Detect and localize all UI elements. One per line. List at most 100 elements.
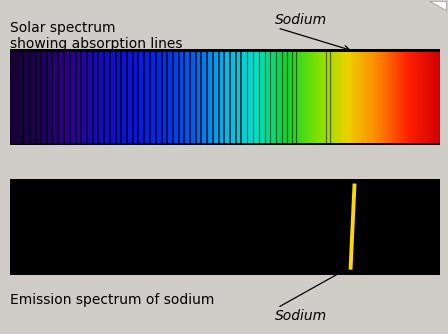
Bar (208, 52, 209, 143)
Bar (413, 52, 414, 143)
Bar (49, 52, 50, 143)
Bar (51, 52, 52, 143)
Bar (190, 52, 191, 143)
Bar (381, 52, 382, 143)
Bar (10, 49, 440, 146)
Bar (304, 52, 305, 143)
Bar (132, 52, 133, 143)
Bar (102, 52, 103, 143)
Text: Emission spectrum of sodium: Emission spectrum of sodium (10, 293, 215, 307)
Bar (297, 52, 298, 143)
Bar (64, 52, 65, 143)
Bar (345, 52, 346, 143)
Bar (80, 52, 81, 143)
Bar (276, 52, 277, 143)
Bar (195, 52, 196, 143)
Bar (174, 52, 175, 143)
Bar (261, 52, 262, 143)
Bar (419, 52, 420, 143)
Bar (193, 52, 194, 143)
Bar (122, 52, 123, 143)
Bar (200, 52, 201, 143)
Bar (282, 52, 283, 143)
Bar (162, 52, 163, 143)
Bar (372, 52, 373, 143)
Bar (422, 52, 423, 143)
Bar (62, 52, 63, 143)
Bar (81, 52, 82, 143)
Bar (318, 52, 319, 143)
Bar (117, 52, 118, 143)
Bar (326, 52, 327, 143)
Bar (143, 52, 144, 143)
Bar (348, 52, 349, 143)
Bar (94, 52, 95, 143)
Bar (156, 52, 157, 143)
Bar (128, 52, 129, 143)
Bar (290, 52, 291, 143)
Bar (283, 52, 284, 143)
Bar (126, 52, 127, 143)
Bar (47, 52, 48, 143)
Bar (181, 52, 182, 143)
Bar (303, 52, 304, 143)
Bar (359, 52, 360, 143)
Bar (160, 52, 161, 143)
Bar (89, 52, 90, 143)
Bar (131, 52, 132, 143)
Bar (247, 52, 248, 143)
Bar (144, 52, 145, 143)
Bar (433, 52, 434, 143)
Bar (152, 52, 153, 143)
Bar (396, 52, 397, 143)
Bar (25, 52, 26, 143)
Bar (245, 52, 246, 143)
Bar (321, 52, 322, 143)
Bar (75, 52, 76, 143)
Bar (311, 52, 312, 143)
Bar (354, 52, 355, 143)
Bar (432, 52, 433, 143)
Bar (65, 52, 66, 143)
Text: Solar spectrum
showing absorption lines: Solar spectrum showing absorption lines (10, 21, 183, 51)
Bar (103, 52, 104, 143)
Bar (211, 52, 212, 143)
Bar (334, 52, 335, 143)
Bar (171, 52, 172, 143)
Bar (394, 52, 395, 143)
Bar (392, 52, 393, 143)
Bar (58, 52, 59, 143)
Bar (411, 52, 412, 143)
Bar (14, 52, 15, 143)
Bar (325, 52, 326, 143)
Bar (306, 52, 307, 143)
Bar (35, 52, 36, 143)
Bar (363, 52, 364, 143)
Bar (235, 52, 236, 143)
Bar (90, 52, 91, 143)
Bar (169, 52, 170, 143)
Bar (380, 52, 381, 143)
Bar (401, 52, 402, 143)
Bar (328, 52, 329, 143)
Bar (115, 52, 116, 143)
Bar (294, 52, 295, 143)
Bar (37, 52, 38, 143)
Bar (316, 52, 317, 143)
Bar (398, 52, 399, 143)
Bar (237, 52, 238, 143)
Bar (95, 52, 96, 143)
Bar (226, 52, 227, 143)
Bar (373, 52, 374, 143)
Bar (358, 52, 359, 143)
Bar (107, 52, 108, 143)
Bar (242, 52, 243, 143)
Bar (142, 52, 143, 143)
Bar (357, 52, 358, 143)
Bar (153, 52, 154, 143)
Bar (32, 52, 33, 143)
Bar (222, 52, 223, 143)
Bar (203, 52, 204, 143)
Bar (279, 52, 280, 143)
Bar (166, 52, 167, 143)
